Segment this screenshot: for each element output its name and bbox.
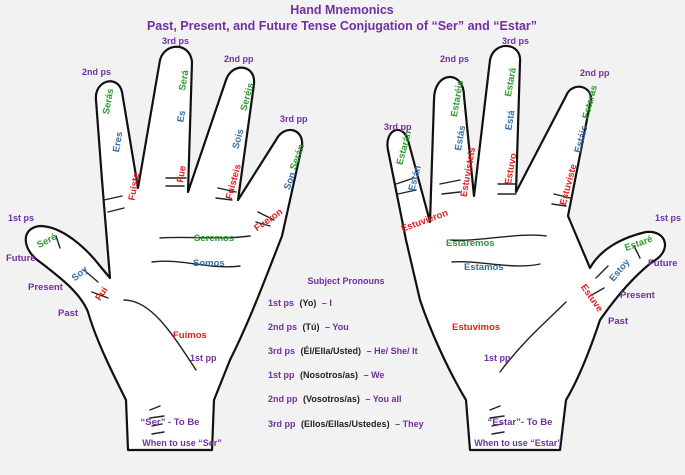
- ser-present-el: Es: [175, 110, 188, 123]
- ser-present-tu: Eres: [111, 131, 125, 153]
- ser-legend-past: Past: [58, 308, 79, 319]
- ser-present-nos: Somos: [193, 258, 225, 269]
- estar-creases: [395, 177, 641, 435]
- estar-future-el: Estará: [503, 66, 519, 97]
- estar-label-thumb: 1st ps: [655, 213, 681, 223]
- pronoun-table: Subject Pronouns 1st ps (Yo) – I 2nd ps …: [268, 276, 424, 429]
- ser-past-el: Fue: [175, 165, 189, 184]
- ser-label-pinky: 3rd pp: [280, 114, 308, 124]
- estar-hand-outline: [386, 44, 667, 452]
- ser-label-thumb: 1st ps: [8, 213, 34, 223]
- estar-label-pinky: 3rd pp: [384, 122, 412, 132]
- estar-caption: “Estar”- To Be: [488, 417, 553, 428]
- ser-creases: [55, 177, 275, 435]
- ser-label-middle: 3rd ps: [162, 36, 189, 46]
- ser-label-ring: 2nd pp: [224, 54, 254, 64]
- ser-label-index: 2nd ps: [82, 67, 111, 77]
- estar-legend-past: Past: [608, 316, 629, 327]
- ser-present-vos: Sois: [231, 128, 247, 150]
- ser-legend-present: Present: [28, 282, 64, 293]
- subtitle: Past, Present, and Future Tense Conjugat…: [147, 19, 537, 33]
- pronoun-row: 3rd pp (Ellos/Ellas/Ustedes) – They: [268, 419, 424, 429]
- ser-hand-outline: [24, 45, 304, 452]
- ser-label-palm: 1st pp: [190, 353, 217, 363]
- ser-caption: “Ser” - To Be: [141, 417, 200, 428]
- pronoun-row: 1st pp (Nosotros/as) – We: [268, 370, 384, 380]
- ser-hand: 1st ps 2nd ps 3rd ps 2nd pp 3rd pp 1st p…: [6, 36, 308, 452]
- estar-past-nos: Estuvimos: [452, 322, 500, 333]
- pronoun-row: 1st ps (Yo) – I: [268, 298, 332, 308]
- estar-hand: 1st ps 2nd ps 3rd ps 2nd pp 3rd pp 1st p…: [384, 36, 681, 452]
- ser-usage: When to use “Ser”: [142, 438, 222, 448]
- estar-present-tu: Estás: [453, 125, 468, 152]
- estar-present-el: Está: [503, 109, 517, 131]
- estar-label-index: 2nd ps: [440, 54, 469, 64]
- estar-future-nos: Estaremos: [446, 238, 495, 249]
- pronoun-row: 2nd ps (Tú) – You: [268, 322, 349, 332]
- ser-future-el: Será: [177, 69, 192, 92]
- title: Hand Mnemonics: [290, 3, 394, 17]
- ser-future-tu: Serás: [101, 88, 116, 115]
- pronoun-row: 3rd ps (Él/Ella/Usted) – He/ She/ It: [268, 346, 418, 356]
- pronoun-row: 2nd pp (Vosotros/as) – You all: [268, 394, 402, 404]
- ser-past-nos: Fuimos: [173, 330, 207, 341]
- ser-future-nos: Seremos: [194, 233, 234, 244]
- estar-legend-present: Present: [620, 290, 656, 301]
- estar-usage: When to use “Estar”: [474, 438, 562, 448]
- estar-past-el: Estuvo: [503, 152, 519, 185]
- pronouns-heading: Subject Pronouns: [307, 276, 384, 286]
- ser-legend-future: Future: [6, 253, 36, 264]
- estar-present-nos: Estamos: [464, 262, 504, 273]
- estar-label-middle: 3rd ps: [502, 36, 529, 46]
- estar-legend-future: Future: [648, 258, 678, 269]
- estar-label-ring: 2nd pp: [580, 68, 610, 78]
- ser-past-tu: Fuiste: [127, 172, 143, 201]
- estar-label-palm: 1st pp: [484, 353, 511, 363]
